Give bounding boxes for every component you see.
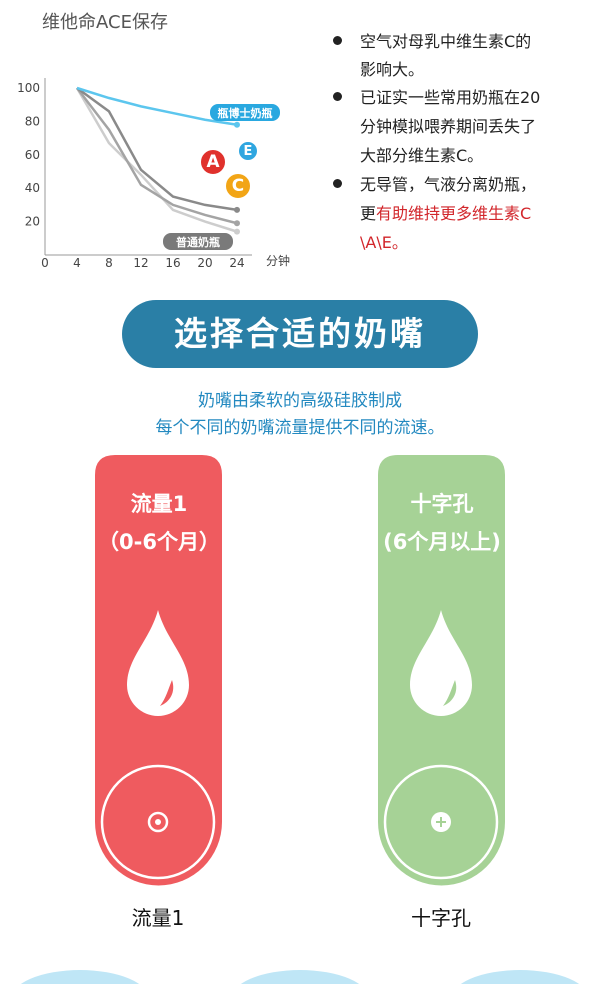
x-tick-label: 16 bbox=[165, 256, 180, 270]
x-tick-label: 12 bbox=[133, 256, 148, 270]
legend-label: 瓶博士奶瓶 bbox=[218, 106, 273, 120]
section-subtitle: 每个不同的奶嘴流量提供不同的流速。 bbox=[155, 418, 445, 438]
y-tick-label: 40 bbox=[25, 181, 40, 195]
bullet-text: 影响大。 bbox=[360, 60, 425, 79]
badge bbox=[199, 148, 227, 176]
y-tick-label: 100 bbox=[17, 81, 40, 95]
bullet-dot bbox=[333, 179, 342, 188]
x-tick-label: 4 bbox=[73, 256, 81, 270]
nipple-age: (6个月以上) bbox=[383, 530, 501, 554]
nipple-name: 十字孔 bbox=[410, 492, 474, 516]
y-tick-label: 20 bbox=[25, 215, 40, 229]
nipple-name: 流量1 bbox=[130, 492, 188, 516]
bullet-text: 无导管，气液分离奶瓶， bbox=[360, 175, 537, 194]
bullet-text: 已证实一些常用奶瓶在20 bbox=[360, 88, 541, 107]
badge-label: A bbox=[206, 151, 219, 171]
nipple-label: 流量1 bbox=[131, 906, 185, 930]
line bbox=[76, 86, 238, 212]
bullet-text: 大部分维生素C。 bbox=[360, 146, 484, 165]
bullet-dot bbox=[333, 92, 342, 101]
line bbox=[76, 87, 238, 225]
line bbox=[75, 87, 238, 233]
bullet-text: 更 bbox=[360, 204, 377, 223]
x-tick-label: 20 bbox=[197, 256, 212, 270]
nipple-cards bbox=[95, 455, 505, 886]
badge bbox=[237, 140, 259, 162]
y-tick-label: 80 bbox=[25, 114, 40, 128]
bottom-waves bbox=[20, 970, 580, 984]
bullet-text: 分钟模拟喂养期间丢失了 bbox=[360, 117, 537, 136]
badge bbox=[224, 172, 252, 200]
bullet-text: 空气对母乳中维生素C的 bbox=[360, 32, 532, 51]
x-tick-label: 8 bbox=[105, 256, 113, 270]
bullet-highlight: 有助维持更多维生素C bbox=[376, 204, 532, 223]
section-title: 选择合适的奶嘴 bbox=[122, 300, 478, 368]
legend-box bbox=[163, 233, 233, 250]
nipple-label: 十字孔 bbox=[411, 906, 471, 930]
card-green bbox=[378, 455, 505, 886]
legend-label: 普通奶瓶 bbox=[176, 235, 220, 249]
bullet-line: 更有助维持更多维生素C bbox=[360, 200, 531, 224]
x-tick-label: 24 bbox=[229, 256, 244, 270]
x-axis-label: 分钟 bbox=[266, 253, 290, 268]
end-marker bbox=[234, 206, 240, 213]
end-marker bbox=[234, 220, 240, 227]
chart: 维他命ACE保存 分钟 20 40 60 80 100 0 4 8 12 16 20 24 瓶博士奶瓶普… bbox=[17, 12, 290, 270]
legend-box bbox=[210, 104, 280, 121]
bullet-dot bbox=[333, 36, 342, 45]
nipple-age: （0-6个月） bbox=[98, 530, 220, 554]
line bbox=[76, 86, 238, 126]
bullet-highlight: \A\E。 bbox=[360, 233, 408, 252]
section-subtitle: 奶嘴由柔软的高级硅胶制成 bbox=[198, 391, 402, 411]
card-red bbox=[95, 455, 222, 886]
badge-label: C bbox=[232, 175, 244, 195]
y-tick-label: 60 bbox=[25, 148, 40, 162]
chart-title: 维他命ACE保存 bbox=[42, 12, 168, 33]
x-tick-label: 0 bbox=[41, 256, 49, 270]
badge-label: E bbox=[244, 144, 253, 159]
end-marker bbox=[234, 121, 240, 128]
end-marker bbox=[234, 228, 240, 235]
